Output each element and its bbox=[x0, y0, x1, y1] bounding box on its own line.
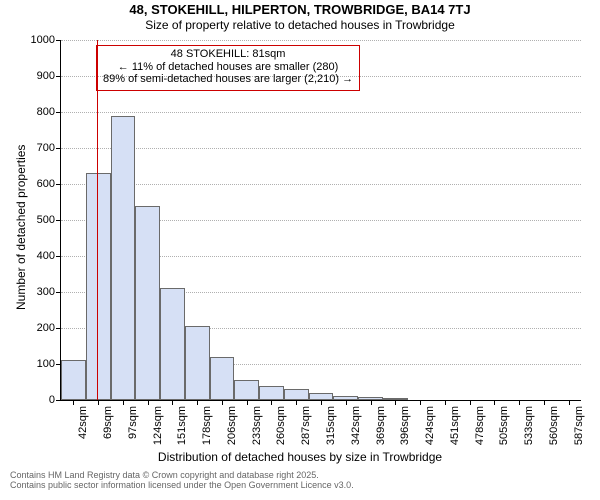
x-tick-mark bbox=[172, 400, 173, 405]
x-tick-mark bbox=[296, 400, 297, 405]
x-tick-label: 42sqm bbox=[77, 406, 89, 439]
histogram-bar bbox=[185, 326, 210, 400]
histogram-bar bbox=[210, 357, 235, 400]
y-tick-label: 500 bbox=[37, 214, 55, 226]
attribution-footer: Contains HM Land Registry data © Crown c… bbox=[0, 470, 600, 490]
x-tick-label: 69sqm bbox=[102, 406, 114, 439]
x-tick-mark bbox=[247, 400, 248, 405]
x-tick-label: 97sqm bbox=[127, 406, 139, 439]
gridline bbox=[61, 148, 581, 149]
attribution-line: Contains public sector information licen… bbox=[0, 480, 600, 490]
annotation-box: 48 STOKEHILL: 81sqm ← 11% of detached ho… bbox=[96, 45, 360, 91]
gridline bbox=[61, 112, 581, 113]
y-tick-label: 400 bbox=[37, 250, 55, 262]
x-tick-mark bbox=[197, 400, 198, 405]
y-axis-label: Number of detached properties bbox=[14, 145, 28, 310]
y-tick-label: 200 bbox=[37, 322, 55, 334]
x-tick-label: 587sqm bbox=[573, 406, 585, 445]
y-tick-label: 0 bbox=[49, 394, 55, 406]
x-tick-mark bbox=[445, 400, 446, 405]
x-tick-mark bbox=[346, 400, 347, 405]
x-tick-label: 478sqm bbox=[474, 406, 486, 445]
histogram-bar bbox=[135, 206, 160, 400]
y-tick-label: 300 bbox=[37, 286, 55, 298]
histogram-bar bbox=[86, 173, 111, 400]
x-tick-mark bbox=[544, 400, 545, 405]
x-tick-label: 424sqm bbox=[424, 406, 436, 445]
x-axis-label: Distribution of detached houses by size … bbox=[0, 450, 600, 464]
histogram-bar bbox=[234, 380, 259, 400]
y-tick-mark bbox=[56, 256, 61, 257]
histogram-bar bbox=[259, 386, 284, 400]
x-tick-label: 233sqm bbox=[251, 406, 263, 445]
x-tick-mark bbox=[148, 400, 149, 405]
x-tick-mark bbox=[569, 400, 570, 405]
x-tick-label: 369sqm bbox=[375, 406, 387, 445]
annotation-line: ← 11% of detached houses are smaller (28… bbox=[103, 61, 353, 74]
x-tick-label: 315sqm bbox=[325, 406, 337, 445]
x-tick-label: 451sqm bbox=[449, 406, 461, 445]
x-tick-mark bbox=[494, 400, 495, 405]
y-tick-label: 600 bbox=[37, 178, 55, 190]
x-tick-mark bbox=[123, 400, 124, 405]
y-tick-mark bbox=[56, 400, 61, 401]
chart-title-subtitle: Size of property relative to detached ho… bbox=[0, 18, 600, 32]
gridline bbox=[61, 40, 581, 41]
y-tick-label: 800 bbox=[37, 106, 55, 118]
y-tick-label: 700 bbox=[37, 142, 55, 154]
x-tick-label: 178sqm bbox=[201, 406, 213, 445]
x-tick-mark bbox=[73, 400, 74, 405]
y-tick-mark bbox=[56, 76, 61, 77]
histogram-bar bbox=[111, 116, 136, 400]
x-tick-label: 287sqm bbox=[300, 406, 312, 445]
x-tick-mark bbox=[321, 400, 322, 405]
chart-title-address: 48, STOKEHILL, HILPERTON, TROWBRIDGE, BA… bbox=[0, 2, 600, 17]
y-tick-label: 100 bbox=[37, 358, 55, 370]
x-tick-mark bbox=[395, 400, 396, 405]
attribution-line: Contains HM Land Registry data © Crown c… bbox=[0, 470, 600, 480]
x-tick-mark bbox=[470, 400, 471, 405]
y-tick-mark bbox=[56, 112, 61, 113]
x-tick-mark bbox=[420, 400, 421, 405]
y-tick-label: 1000 bbox=[31, 34, 55, 46]
y-tick-mark bbox=[56, 220, 61, 221]
gridline bbox=[61, 184, 581, 185]
y-tick-label: 900 bbox=[37, 70, 55, 82]
y-tick-mark bbox=[56, 184, 61, 185]
histogram-bar bbox=[309, 393, 334, 400]
annotation-line: 89% of semi-detached houses are larger (… bbox=[103, 73, 353, 86]
x-tick-label: 124sqm bbox=[152, 406, 164, 445]
histogram-bar bbox=[284, 389, 309, 400]
histogram-bar bbox=[61, 360, 86, 400]
x-tick-label: 342sqm bbox=[350, 406, 362, 445]
x-tick-label: 396sqm bbox=[399, 406, 411, 445]
y-tick-mark bbox=[56, 292, 61, 293]
x-tick-label: 560sqm bbox=[548, 406, 560, 445]
histogram-bar bbox=[160, 288, 185, 400]
y-tick-mark bbox=[56, 328, 61, 329]
y-tick-mark bbox=[56, 40, 61, 41]
x-tick-mark bbox=[222, 400, 223, 405]
x-tick-label: 206sqm bbox=[226, 406, 238, 445]
annotation-line: 48 STOKEHILL: 81sqm bbox=[103, 48, 353, 61]
x-tick-label: 505sqm bbox=[498, 406, 510, 445]
x-tick-mark bbox=[98, 400, 99, 405]
reference-line bbox=[97, 40, 98, 400]
x-tick-mark bbox=[519, 400, 520, 405]
x-tick-label: 533sqm bbox=[523, 406, 535, 445]
y-tick-mark bbox=[56, 148, 61, 149]
plot-area: 0100200300400500600700800900100042sqm69s… bbox=[60, 40, 581, 401]
x-tick-label: 151sqm bbox=[176, 406, 188, 445]
x-tick-label: 260sqm bbox=[275, 406, 287, 445]
x-tick-mark bbox=[271, 400, 272, 405]
x-tick-mark bbox=[371, 400, 372, 405]
